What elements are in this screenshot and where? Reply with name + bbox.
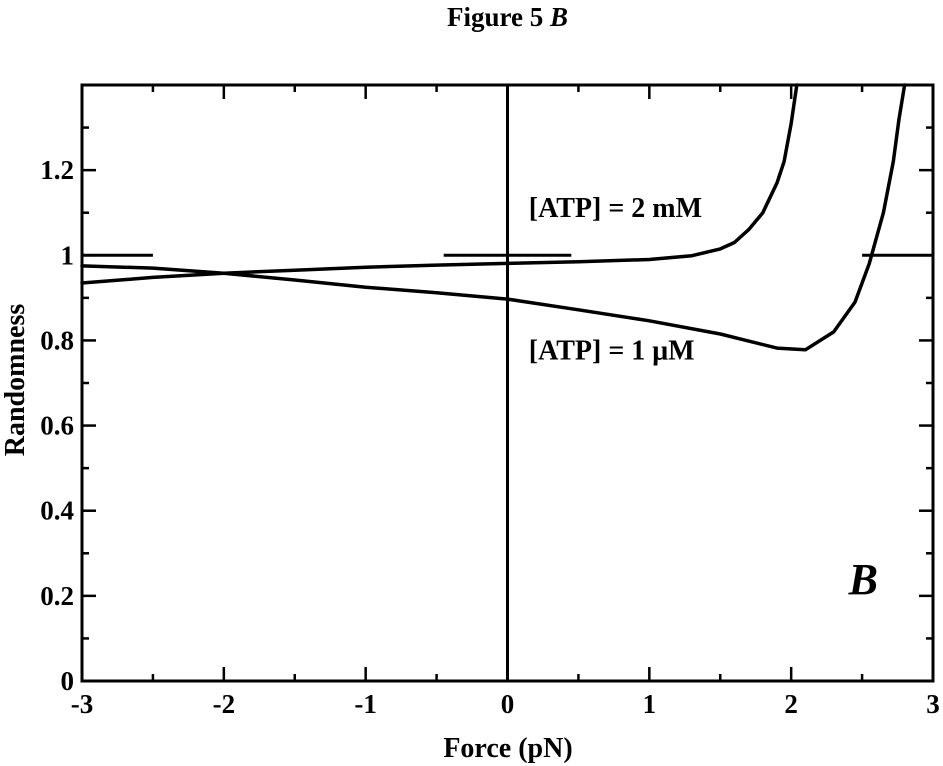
x-tick-labels: -3 -2 -1 0 1 2 3 (71, 689, 940, 719)
annotations: [ATP] = 2 mM [ATP] = 1 μM (529, 193, 702, 367)
figure-title: Figure 5 B (0, 2, 943, 33)
y-tick-labels: 0 0.2 0.4 0.6 0.8 1 1.2 (40, 155, 74, 696)
series-annotation-0: [ATP] = 2 mM (529, 193, 702, 224)
reference-marks (82, 85, 933, 681)
y-tick-label: 0.6 (40, 411, 74, 441)
x-tick-label: 1 (643, 689, 657, 719)
y-tick-label: 0.4 (40, 496, 74, 526)
y-tick-label: 1.2 (40, 155, 74, 185)
x-tick-label: 2 (784, 689, 798, 719)
series-line-0 (80, 83, 799, 285)
x-axis-label: Force (pN) (443, 733, 572, 764)
series-line-1 (80, 83, 907, 352)
figure-title-prefix: Figure 5 (446, 2, 544, 32)
series-lines (80, 83, 907, 352)
x-tick-label: -3 (71, 689, 94, 719)
y-tick-label: 0 (61, 666, 75, 696)
x-tick-label: 3 (926, 689, 940, 719)
series-annotation-1: [ATP] = 1 μM (529, 336, 695, 367)
axis-ticks (80, 83, 935, 683)
x-tick-label: 0 (501, 689, 515, 719)
y-axis-label: Randomness (0, 304, 31, 457)
y-tick-label: 1 (61, 240, 75, 270)
panel-label: B (848, 555, 878, 604)
x-tick-label: -1 (354, 689, 377, 719)
figure-title-letter: B (549, 2, 568, 32)
y-tick-label: 0.2 (40, 581, 74, 611)
y-tick-label: 0.8 (40, 325, 74, 355)
x-tick-label: -2 (213, 689, 236, 719)
